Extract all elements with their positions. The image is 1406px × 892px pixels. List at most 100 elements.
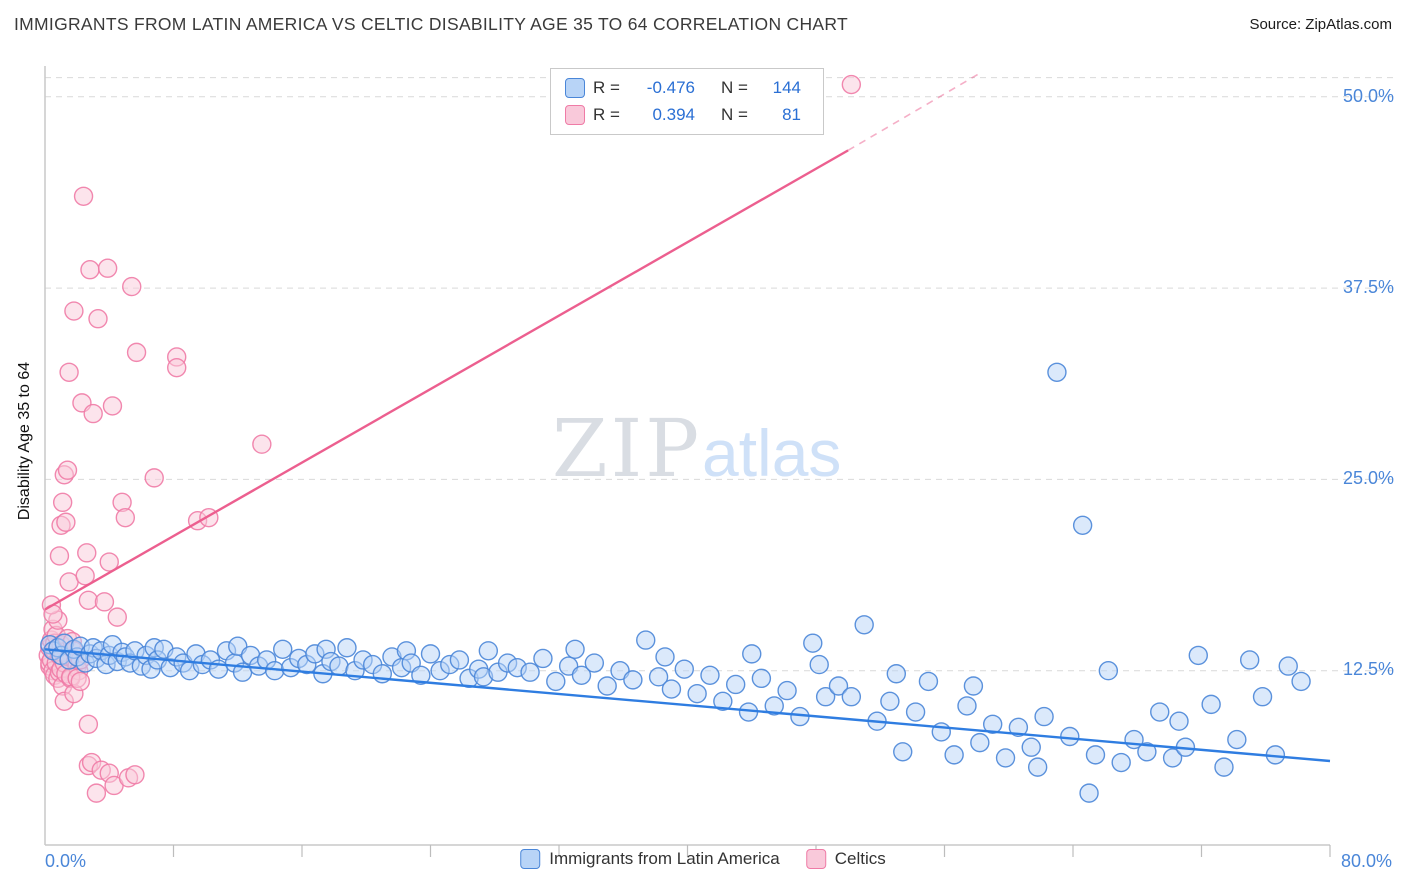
scatter-point-latin-america [1188, 645, 1208, 666]
scatter-point-latin-america [880, 691, 900, 712]
scatter-point-latin-america [713, 691, 733, 712]
series-swatch-blue [520, 849, 541, 869]
trend-line-celtics [44, 149, 849, 611]
scatter-point-latin-america [854, 615, 874, 635]
n-label: N = [721, 105, 748, 124]
r-value-pink: 0.394 [652, 105, 695, 124]
r-label: R = [593, 105, 620, 124]
scatter-point-latin-america [449, 650, 470, 670]
scatter-point-latin-america [970, 732, 990, 753]
scatter-point-latin-america [597, 676, 617, 696]
scatter-point-latin-america [546, 671, 566, 692]
x-axis-label-max: 80.0% [1340, 851, 1392, 871]
scatter-point-latin-america [803, 633, 823, 653]
y-tick-label-50: 50.0% [1342, 86, 1394, 106]
scatter-point-celtics [59, 572, 79, 592]
scatter-point-latin-america [273, 639, 293, 659]
scatter-point-celtics [144, 468, 164, 488]
scatter-point-latin-america [1079, 783, 1099, 803]
series-legend: Immigrants from Latin America Celtics [520, 849, 886, 869]
scatter-point-latin-america [1214, 757, 1234, 777]
series-swatch-pink [805, 849, 826, 869]
n-value-blue: 144 [772, 78, 801, 97]
scatter-point-celtics [77, 543, 97, 563]
scatter-point-celtics [86, 783, 107, 803]
scatter-point-celtics [49, 546, 70, 566]
scatter-point-celtics [102, 396, 123, 416]
scatter-point-celtics [57, 460, 78, 480]
scatter-point-celtics [107, 607, 127, 627]
scatter-point-latin-america [700, 665, 720, 685]
scatter-point-celtics [59, 362, 79, 382]
scatter-point-latin-america [571, 665, 592, 685]
scatter-point-latin-america [661, 679, 682, 699]
scatter-point-latin-america [648, 667, 669, 687]
scatter-point-latin-america [1008, 717, 1029, 738]
trend-line-latin-america [44, 648, 1331, 763]
scatter-point-latin-america [1162, 748, 1183, 768]
scatter-point-latin-america [1278, 656, 1298, 676]
r-label: R = [593, 78, 620, 97]
page-title: IMMIGRANTS FROM LATIN AMERICA VS CELTIC … [14, 14, 849, 34]
scatter-point-latin-america [1239, 650, 1260, 670]
scatter-point-latin-america [337, 638, 357, 658]
scatter-point-latin-america [886, 664, 907, 684]
scatter-point-latin-america [995, 748, 1016, 768]
scatter-point-celtics [78, 714, 99, 734]
scatter-point-latin-america [584, 653, 605, 673]
scatter-point-celtics [125, 765, 145, 785]
scatter-point-celtics [83, 403, 103, 424]
scatter-point-latin-america [1252, 687, 1273, 707]
scatter-point-latin-america [1201, 694, 1221, 715]
series-legend-latin-america: Immigrants from Latin America [520, 849, 780, 869]
scatter-point-latin-america [1027, 757, 1048, 777]
scatter-point-latin-america [963, 676, 984, 696]
legend-swatch-pink [565, 105, 585, 125]
correlation-legend: R = -0.476 N = 144 R = 0.394 N = 81 [550, 68, 824, 135]
scatter-point-celtics [126, 342, 147, 363]
scatter-point-latin-america [1111, 752, 1131, 773]
scatter-point-latin-america [1227, 729, 1247, 750]
scatter-point-latin-america [828, 676, 849, 696]
scatter-point-celtics [70, 671, 91, 692]
r-value-blue: -0.476 [646, 78, 695, 97]
scatter-point-celtics [56, 512, 76, 532]
scatter-point-latin-america [725, 674, 746, 695]
scatter-point-latin-america [1137, 742, 1157, 762]
scatter-point-latin-america [1098, 661, 1119, 681]
scatter-point-celtics [75, 566, 95, 586]
scatter-point-latin-america [1085, 745, 1106, 765]
scatter-point-latin-america [1291, 671, 1311, 692]
scatter-point-latin-america [742, 644, 762, 664]
scatter-point-celtics [78, 590, 99, 611]
y-tick-label-25: 25.0% [1342, 468, 1394, 488]
legend-swatch-blue [565, 78, 585, 98]
scatter-point-celtics [80, 260, 100, 280]
scatter-point-latin-america [420, 644, 441, 664]
scatter-point-latin-america [478, 641, 499, 661]
y-tick-label-12-5: 12.5% [1342, 659, 1394, 679]
scatter-point-latin-america [751, 668, 772, 689]
scatter-point-celtics [115, 507, 136, 528]
scatter-point-latin-america [982, 714, 1003, 734]
scatter-point-latin-america [1034, 706, 1054, 727]
scatter-point-latin-america [674, 659, 694, 679]
series-label-celtics: Celtics [834, 849, 886, 868]
n-value-pink: 81 [782, 105, 801, 124]
scatter-point-latin-america [520, 662, 540, 682]
scatter-point-latin-america [905, 702, 926, 722]
scatter-point-celtics [252, 434, 272, 454]
scatter-point-latin-america [841, 687, 862, 707]
x-axis-label-min: 0.0% [45, 851, 87, 871]
scatter-point-celtics [73, 186, 94, 206]
scatter-point-celtics [99, 552, 119, 572]
scatter-point-latin-america [815, 687, 836, 707]
y-axis-title: Disability Age 35 to 64 [16, 361, 33, 521]
scatter-point-latin-america [918, 671, 939, 692]
scatter-point-latin-america [687, 683, 707, 704]
legend-row-latin-america: R = -0.476 N = 144 [565, 78, 809, 98]
series-legend-celtics: Celtics [805, 849, 886, 869]
scatter-point-latin-america [1169, 711, 1189, 731]
trend-line-ext-celtics [847, 71, 982, 152]
